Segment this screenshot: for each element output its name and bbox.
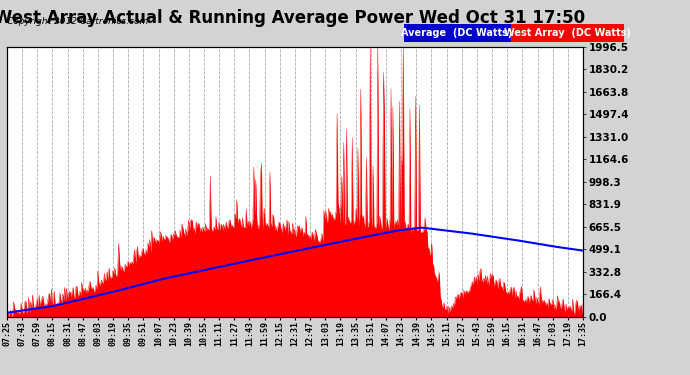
- Text: West Array Actual & Running Average Power Wed Oct 31 17:50: West Array Actual & Running Average Powe…: [0, 9, 585, 27]
- Text: Copyright 2012 Cartronics.com: Copyright 2012 Cartronics.com: [7, 17, 148, 26]
- Text: West Array  (DC Watts): West Array (DC Watts): [504, 28, 631, 38]
- Text: Average  (DC Watts): Average (DC Watts): [402, 28, 513, 38]
